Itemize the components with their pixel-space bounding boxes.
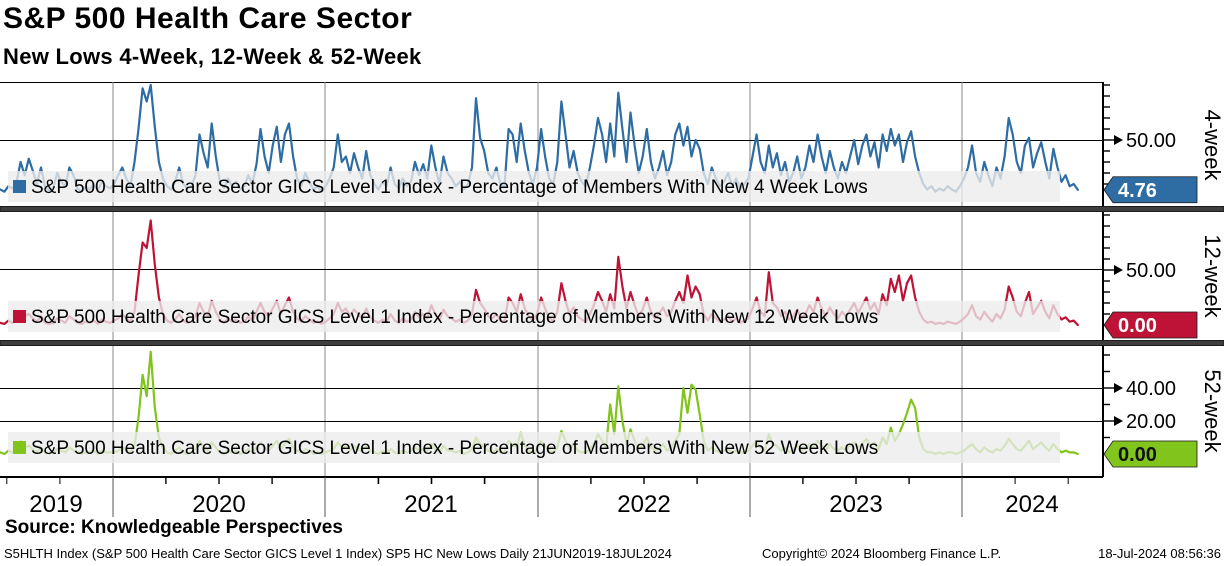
panel-axis-label: 52-week <box>1200 369 1224 453</box>
value-box: 0.00 <box>1103 311 1198 339</box>
panel-axis-label: 4-week <box>1200 110 1224 182</box>
y-axis-ticks: 40.00 20.00 <box>1103 354 1176 439</box>
tick-arrow-icon <box>1114 416 1123 426</box>
year-label: 2023 <box>829 491 882 518</box>
page-title: S&P 500 Health Care Sector <box>3 2 413 35</box>
value-box: 4.76 <box>1103 176 1198 204</box>
last-value-text: 4.76 <box>1118 180 1157 202</box>
legend-swatch <box>13 180 26 193</box>
value-box: 0.00 <box>1103 440 1198 468</box>
legend-swatch <box>13 441 26 454</box>
last-value-tag <box>1103 440 1198 468</box>
last-value-tag <box>1103 176 1198 204</box>
x-axis-ticks <box>6 477 1069 517</box>
year-label: 2021 <box>404 491 457 518</box>
year-label: 2022 <box>617 491 670 518</box>
ticker-description: S5HLTH Index (S&P 500 Health Care Sector… <box>4 546 672 561</box>
y-tick-label: 50.00 <box>1126 260 1176 282</box>
y-tick-label: 20.00 <box>1126 411 1176 433</box>
series-line-4week <box>0 83 1079 193</box>
x-axis-year-labels: 2019 2020 2021 2022 2023 2024 <box>29 491 1058 518</box>
last-value-text: 0.00 <box>1118 315 1157 337</box>
year-label: 2019 <box>29 491 82 518</box>
chart-frame <box>0 82 1104 478</box>
panel-axis-label: 12-week <box>1200 234 1224 318</box>
y-tick-label: 40.00 <box>1126 378 1176 400</box>
last-value-text: 0.00 <box>1118 444 1157 466</box>
copyright-line: Copyright© 2024 Bloomberg Finance L.P. <box>762 546 1002 561</box>
legend-band <box>8 171 1060 202</box>
source-line: Source: Knowledgeable Perspectives <box>5 517 343 538</box>
year-label: 2024 <box>1005 491 1058 518</box>
year-label: 2020 <box>192 491 245 518</box>
legend-band <box>8 432 1060 463</box>
legend-band <box>8 301 1060 332</box>
tick-arrow-icon <box>1114 265 1123 275</box>
legend-label: S&P 500 Health Care Sector GICS Level 1 … <box>31 307 878 328</box>
y-tick-label: 50.00 <box>1126 130 1176 152</box>
legend-label: S&P 500 Health Care Sector GICS Level 1 … <box>31 177 868 198</box>
tick-arrow-icon <box>1114 135 1123 145</box>
panel-52week: S&P 500 Health Care Sector GICS Level 1 … <box>0 350 1224 468</box>
panel-separator <box>0 340 1224 346</box>
last-value-tag <box>1103 311 1198 339</box>
tick-arrow-icon <box>1114 383 1123 393</box>
timestamp: 18-Jul-2024 08:56:36 <box>1098 546 1221 561</box>
y-axis-ticks: 50.00 <box>1103 84 1176 185</box>
legend-swatch <box>13 310 26 323</box>
legend-label: S&P 500 Health Care Sector GICS Level 1 … <box>31 438 878 459</box>
panel-12week: S&P 500 Health Care Sector GICS Level 1 … <box>0 214 1224 339</box>
page-subtitle: New Lows 4-Week, 12-Week & 52-Week <box>3 44 422 69</box>
y-axis-ticks: 50.00 <box>1103 214 1176 315</box>
panel-separator <box>0 206 1224 212</box>
panel-4week: S&P 500 Health Care Sector GICS Level 1 … <box>0 83 1224 204</box>
